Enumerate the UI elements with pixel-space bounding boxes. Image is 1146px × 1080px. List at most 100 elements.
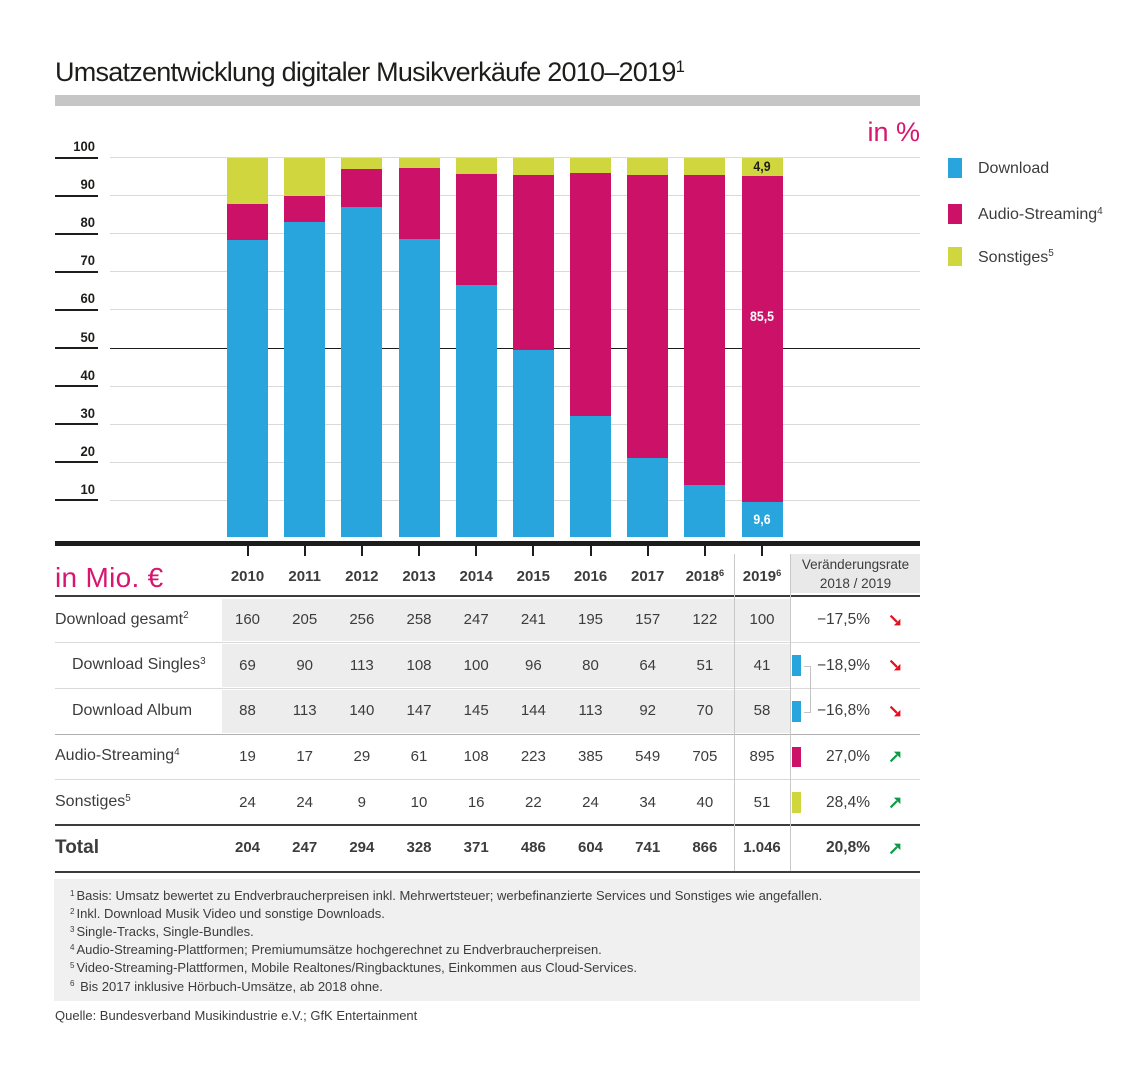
bar-2012-audio-streaming: [341, 169, 383, 207]
footnote-2: 2 Inkl. Download Musik Video und sonstige…: [70, 906, 385, 922]
cell-2017: 741: [635, 839, 661, 857]
cell-2019: 895: [749, 747, 775, 765]
footnote-ref: 4: [174, 746, 180, 758]
change-value: −17,5%: [816, 611, 870, 628]
y-axis-tick-rule-50: [55, 347, 98, 349]
cell-2016: 385: [578, 747, 604, 765]
change-value: −16,8%: [816, 702, 870, 720]
y-axis-tick-rule-80: [55, 232, 98, 235]
bar-2017-audio-streaming: [627, 175, 669, 458]
footnote-1: 1 Basis: Umsatz bewertet zu Endverbrauche…: [70, 888, 823, 903]
bar-label-2019-download: 9,6: [753, 510, 771, 527]
x-axis-tick-2013: [418, 546, 420, 556]
cell-2010: 19: [239, 747, 256, 765]
year-header-2018: 20186: [685, 567, 725, 585]
cell-2014: 108: [463, 747, 489, 765]
bar-2013-audio-streaming: [398, 167, 440, 239]
cell-2019: 100: [749, 611, 775, 628]
year-header-2016: 2016: [573, 568, 608, 585]
y-axis-label-80: 80: [80, 214, 95, 231]
cell-2019: 58: [753, 702, 771, 720]
total-bottom-rule: [55, 870, 920, 873]
bar-2017-sonstiges: [627, 157, 669, 176]
row-label: Download Singles3: [72, 655, 206, 674]
cell-2012: 29: [353, 747, 371, 765]
legend-label-download: Download: [978, 160, 1050, 177]
bar-2018-sonstiges: [684, 157, 726, 175]
cell-2011: 205: [292, 611, 318, 628]
y-axis-tick-rule-30: [55, 423, 98, 426]
change-rate-header: Veränderungsrate 2018 / 2019: [791, 554, 920, 593]
x-axis-tick-2016: [589, 546, 592, 556]
footnote-ref: 6: [718, 567, 725, 578]
y-axis-tick-rule-70: [55, 270, 98, 273]
bar-2011-sonstiges: [284, 157, 326, 197]
bar-2011-audio-streaming: [284, 196, 326, 223]
x-axis-tick-2014: [475, 546, 478, 556]
bar-2015-download: [512, 349, 554, 538]
cell-2013: 108: [406, 656, 432, 674]
cell-2013: 147: [406, 702, 432, 720]
cell-2015: 486: [520, 839, 546, 857]
cell-2014: 247: [463, 611, 489, 628]
bar-2016-download: [570, 415, 612, 538]
bar-2011-download: [284, 222, 326, 538]
cell-2015: 96: [525, 656, 542, 674]
cell-2014: 16: [467, 793, 485, 811]
x-axis-tick-2015: [532, 546, 535, 556]
bar-2019-download: [741, 502, 783, 538]
y-axis-label-40: 40: [80, 366, 95, 383]
footnotes-box: 1 Basis: Umsatz bewertet zu Endverbrauche…: [54, 879, 920, 1001]
bar-2016-sonstiges: [570, 157, 612, 173]
cell-2017: 157: [635, 611, 661, 628]
shaded-band-row-0: [222, 598, 790, 642]
legend-swatch-download: [948, 158, 962, 178]
footnote-ref: 3: [70, 924, 75, 934]
cell-2017: 34: [639, 793, 657, 811]
year-header-2013: 2013: [402, 568, 436, 585]
y-axis-tick-rule-10: [55, 499, 98, 502]
million-unit-label: in Mio. €: [55, 562, 164, 593]
x-axis-tick-2011: [303, 546, 306, 556]
y-axis-tick-rule-100: [55, 156, 98, 159]
cell-2014: 371: [463, 839, 489, 857]
y-axis-tick-rule-90: [55, 194, 98, 197]
year-header-2014: 2014: [459, 568, 493, 585]
bar-2018-audio-streaming: [684, 174, 726, 485]
year-header-2010: 2010: [230, 568, 265, 585]
bar-2014-sonstiges: [455, 157, 497, 174]
cell-2016: 24: [582, 793, 599, 811]
trend-arrow-down: [888, 613, 903, 628]
row-label: Download Album: [72, 701, 193, 719]
cell-2010: 88: [239, 702, 256, 720]
legend-swatch-sonstiges: [948, 246, 962, 266]
cell-2010: 24: [239, 793, 256, 811]
cell-2011: 90: [296, 656, 313, 674]
total-top-rule: [55, 824, 920, 827]
cell-2016: 80: [582, 656, 599, 674]
cell-2012: 9: [357, 793, 366, 811]
footnote-ref: 4: [1097, 205, 1103, 217]
bar-2013-download: [398, 238, 440, 538]
bar-2010-download: [227, 239, 268, 538]
cell-2010: 69: [239, 656, 256, 674]
shaded-band-row-1: [222, 644, 790, 687]
trend-arrow-up: [888, 795, 903, 810]
cell-2013: 258: [406, 611, 432, 628]
legend-label-sonstiges: Sonstiges5: [978, 248, 1054, 266]
change-rate-header-line2: 2018 / 2019: [819, 576, 892, 591]
cell-2012: 140: [349, 702, 375, 720]
cell-2014: 100: [463, 656, 489, 674]
row-label: Audio-Streaming4: [55, 746, 180, 765]
bar-2010-sonstiges: [227, 157, 268, 205]
x-axis-tick-2019: [761, 546, 764, 556]
footnote-ref: 5: [1048, 248, 1054, 260]
bar-2014-download: [455, 284, 497, 538]
cell-2012: 294: [349, 839, 375, 857]
x-axis-baseline: [55, 541, 920, 546]
cell-2019: 1.046: [743, 839, 781, 857]
cell-2015: 144: [520, 702, 546, 720]
cell-2018: 70: [696, 702, 714, 720]
y-axis-label-100: 100: [73, 138, 95, 154]
